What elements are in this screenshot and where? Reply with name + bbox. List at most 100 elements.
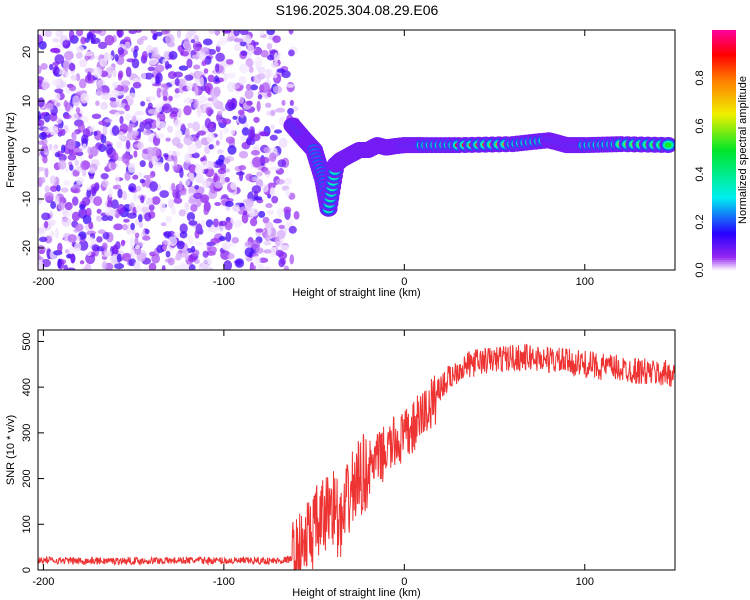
noise-blob (133, 261, 141, 270)
noise-blob (174, 255, 181, 261)
noise-blob (161, 265, 166, 270)
noise-blob (38, 245, 46, 254)
noise-blob (255, 228, 264, 233)
noise-blob (129, 237, 135, 248)
noise-blob (96, 85, 103, 96)
spectrogram-x-tick-label: 100 (576, 276, 594, 288)
noise-blob (267, 227, 272, 236)
noise-blob (96, 215, 103, 222)
noise-blob (168, 50, 178, 60)
noise-blob (286, 83, 295, 88)
noise-blob (245, 173, 254, 181)
noise-blob (106, 200, 113, 209)
noise-blob (63, 114, 72, 120)
noise-blob (41, 258, 51, 268)
noise-blob (278, 258, 286, 268)
noise-blob (156, 87, 162, 99)
noise-blob (75, 52, 83, 59)
noise-blob (143, 121, 152, 130)
noise-blob (289, 254, 295, 265)
noise-blob (219, 130, 224, 140)
noise-blob (203, 206, 210, 216)
snr-x-tick-label: 0 (401, 576, 407, 588)
colorbar-segment (712, 202, 736, 205)
snr-y-tick-label: 0 (21, 567, 33, 573)
noise-blob (249, 84, 259, 91)
noise-blob (126, 58, 136, 63)
noise-blob (124, 112, 131, 122)
noise-blob (186, 82, 193, 92)
colorbar-segment (712, 240, 736, 243)
noise-blob (124, 104, 130, 112)
noise-blob (102, 242, 108, 250)
colorbar-tick-label: 0.8 (694, 70, 706, 85)
noise-blob (54, 88, 64, 94)
noise-blob (193, 99, 199, 109)
noise-blob (257, 66, 266, 75)
noise-blob (245, 83, 252, 91)
colorbar-segment (712, 98, 736, 101)
noise-blob (55, 30, 62, 38)
ridge-mark (664, 142, 672, 148)
noise-blob (251, 265, 257, 270)
noise-blob (211, 98, 220, 107)
noise-blob (144, 72, 154, 80)
colorbar-segment (712, 172, 736, 175)
noise-blob (135, 30, 142, 33)
noise-blob (40, 62, 48, 70)
noise-blob (265, 221, 274, 231)
noise-blob (60, 187, 69, 193)
noise-blob (108, 208, 117, 217)
noise-blob (187, 143, 198, 155)
noise-blob (79, 260, 85, 265)
colorbar-segment (712, 182, 736, 185)
noise-blob (118, 131, 125, 141)
noise-blob (221, 241, 231, 251)
colorbar-segment (712, 136, 736, 139)
noise-blob (142, 129, 152, 136)
noise-blob (66, 267, 76, 270)
noise-blob (43, 220, 49, 229)
noise-blob (53, 48, 61, 54)
noise-blob (82, 143, 87, 151)
noise-blob (76, 176, 84, 185)
snr-y-tick-label: 500 (21, 332, 33, 350)
noise-blob (202, 250, 209, 258)
noise-blob (198, 95, 208, 103)
snr-line (37, 343, 675, 570)
noise-blob (173, 155, 178, 165)
noise-blob (122, 191, 128, 201)
noise-blob (60, 81, 67, 88)
colorbar-segment (712, 142, 736, 145)
noise-blob (154, 64, 165, 73)
noise-blob (63, 264, 68, 270)
noise-blob (79, 204, 86, 210)
noise-blob (38, 236, 48, 243)
colorbar-segment (712, 94, 736, 97)
noise-blob (71, 211, 80, 222)
noise-blob (138, 221, 144, 228)
noise-blob (227, 253, 235, 260)
colorbar-segment (712, 180, 736, 183)
noise-blob (216, 41, 221, 48)
noise-blob (179, 231, 188, 239)
spectrogram-marks (38, 30, 675, 270)
noise-blob (75, 73, 81, 82)
noise-blob (239, 63, 249, 74)
noise-blob (261, 183, 269, 193)
noise-blob (277, 159, 287, 168)
colorbar-segment (712, 140, 736, 143)
noise-blob (269, 109, 276, 117)
noise-blob (58, 159, 67, 170)
noise-blob (67, 233, 77, 243)
noise-blob (132, 174, 139, 180)
noise-blob (225, 168, 231, 173)
colorbar-tick-label: 0.4 (694, 166, 706, 181)
noise-blob (56, 117, 63, 125)
noise-blob (258, 210, 266, 218)
noise-blob (179, 191, 187, 196)
noise-blob (54, 227, 60, 239)
noise-blob (63, 180, 71, 186)
colorbar-segment (712, 54, 736, 57)
